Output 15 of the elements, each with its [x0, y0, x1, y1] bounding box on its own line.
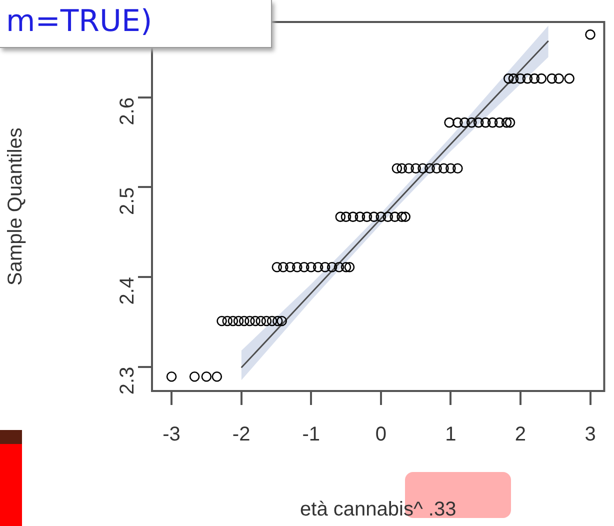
y-tick-label: 2.6 — [116, 97, 139, 126]
note-box: m=TRUE) — [0, 0, 272, 48]
y-tick-label: 2.3 — [116, 366, 139, 395]
x-tick-label: 0 — [375, 424, 386, 446]
x-tick-label: -1 — [302, 424, 320, 446]
x-axis-title: età cannabis^ .33 — [300, 498, 456, 521]
x-tick-label: 2 — [514, 424, 526, 446]
x-tick-label: 3 — [584, 424, 596, 446]
x-tick-label: -3 — [162, 424, 180, 446]
x-tick-label: 1 — [445, 424, 456, 446]
x-tick-label: -2 — [232, 424, 250, 446]
annotation: m=TRUE) — [6, 3, 152, 41]
y-axis-title: Sample Quantiles — [4, 128, 27, 286]
y-tick-label: 2.5 — [116, 187, 139, 216]
y-tick-label: 2.4 — [116, 276, 139, 305]
